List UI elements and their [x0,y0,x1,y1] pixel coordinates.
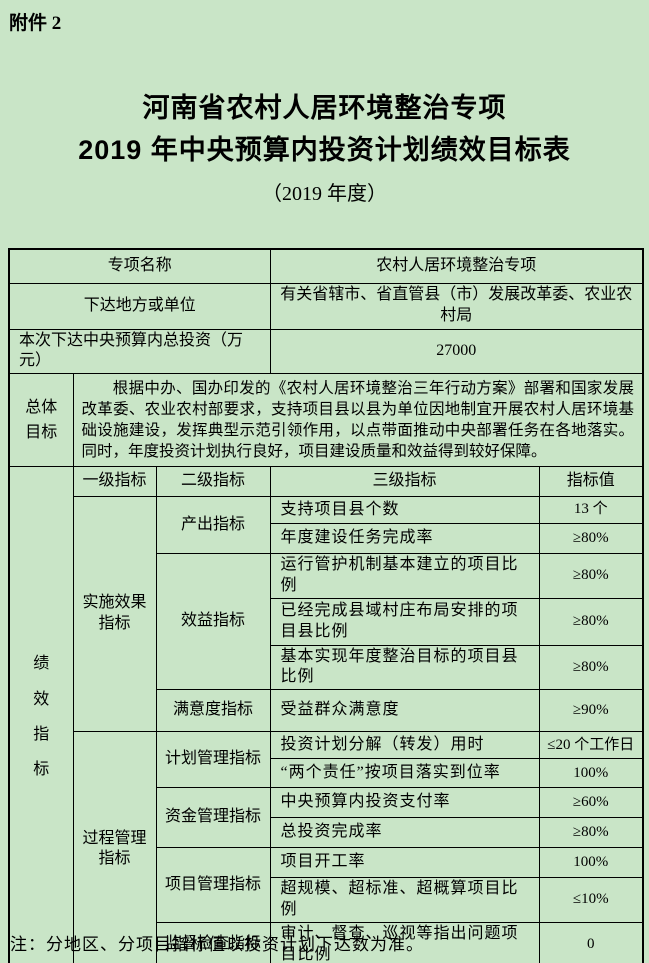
indicator-cell: 年度建设任务完成率 [269,523,540,555]
performance-target-table: 专项名称 农村人居环境整治专项 下达地方或单位 有关省辖市、省直管县（市）发展改… [8,248,645,963]
footnote: 注：分地区、分项目指标值以投资计划下达数为准。 [10,935,424,954]
table-row: 项目管理指标 项目开工率 100% [9,847,644,923]
investment-label: 本次下达中央预算内总投资（万元） [8,328,271,375]
subgroup-name: 效益指标 [155,553,271,691]
overall-goal-text: 根据中办、国办印发的《农村人居环境整治三年行动方案》部署和国家发展改革委、农业农… [72,373,644,468]
header-level3: 三级指标 [269,466,540,498]
project-name-label: 专项名称 [8,248,271,284]
value-cell: ≥80% [538,523,644,555]
value-cell: 0 [538,921,644,963]
table-row: 本次下达中央预算内总投资（万元） 27000 [8,328,644,375]
doc-subtitle: （2019 年度） [262,183,387,205]
table-row: 总投资完成率 ≥80% [9,817,644,849]
value-cell: ≤20 个工作日 [538,731,644,760]
indicator-cell: 运行管护机制基本建立的项目比例 [269,553,540,599]
value-cell: ≥90% [538,689,644,733]
indicator-cell: 支持项目县个数 [269,496,540,525]
investment-value: 27000 [269,328,644,375]
value-cell: ≥80% [538,553,644,599]
subgroup-name: 计划管理指标 [155,731,271,789]
table-row: 基本实现年度整治目标的项目县比例 ≥80% [9,644,644,691]
table-row: 绩效指标 一级指标 二级指标 三级指标 指标值 [8,466,644,963]
table-row: 下达地方或单位 有关省辖市、省直管县（市）发展改革委、农业农村局 [8,282,644,330]
indicator-cell: 受益群众满意度 [269,689,540,733]
project-name-value: 农村人居环境整治专项 [269,248,644,284]
subgroup-name: 产出指标 [155,496,271,555]
indicator-cell: 基本实现年度整治目标的项目县比例 [269,644,540,691]
value-cell: ≥80% [538,817,644,849]
indicator-cell: 项目开工率 [269,847,540,879]
performance-section-label: 绩效指标 [33,655,50,778]
table-row: 满意度指标 受益群众满意度 ≥90% [9,689,644,733]
subgroup-name: 满意度指标 [155,689,271,733]
value-cell: 13 个 [538,496,644,525]
value-cell: ≥80% [538,644,644,691]
table-row: 总体目标 根据中办、国办印发的《农村人居环境整治三年行动方案》部署和国家发展改革… [8,373,644,468]
table-row: “两个责任”按项目落实到位率 100% [9,758,644,789]
header-level1: 一级指标 [72,466,157,498]
indicator-cell: 超规模、超标准、超概算项目比例 [269,877,540,923]
issued-to-label: 下达地方或单位 [8,282,271,330]
table-row: 专项名称 农村人居环境整治专项 [8,248,644,284]
header-value: 指标值 [538,466,644,498]
issued-to-value: 有关省辖市、省直管县（市）发展改革委、农业农村局 [269,282,644,330]
table-row: 年度建设任务完成率 ≥80% [9,523,644,555]
indicator-cell: 投资计划分解（转发）用时 [269,731,540,760]
table-row: 已经完成县域村庄布局安排的项目县比例 ≥80% [9,597,644,646]
value-cell: 100% [538,847,644,879]
value-cell: ≤10% [538,877,644,923]
group-name: 过程管理指标 [72,731,157,963]
subgroup-name: 资金管理指标 [155,787,271,849]
table-row: 监督检查指标 审计、督查、巡视等指出问题项目比例 0 [9,921,644,963]
indicator-cell: “两个责任”按项目落实到位率 [269,758,540,789]
table-row: 过程管理指标 计划管理指标 投资计划分解（转发）用时 ≤20 个工作日 [9,731,644,963]
doc-title-line2: 2019 年中央预算内投资计划绩效目标表 [78,135,571,165]
subgroup-name: 项目管理指标 [155,847,271,923]
indicator-cell: 审计、督查、巡视等指出问题项目比例 [269,921,540,963]
overall-goal-label: 总体目标 [25,398,58,442]
overall-goal-paragraph: 根据中办、国办印发的《农村人居环境整治三年行动方案》部署和国家发展改革委、农业农… [81,380,635,461]
table-row: 实施效果指标 产出指标 支持项目县个数 13 个 [9,496,644,733]
value-cell: ≥60% [538,787,644,819]
table-row: 资金管理指标 中央预算内投资支付率 ≥60% [9,787,644,849]
group-name: 实施效果指标 [72,496,157,733]
indicator-cell: 总投资完成率 [269,817,540,849]
value-cell: ≥80% [538,597,644,646]
header-level2: 二级指标 [155,466,271,498]
attachment-label: 附件 2 [9,13,62,34]
subgroup-name: 监督检查指标 [155,921,271,963]
doc-title-line1: 河南省农村人居环境整治专项 [142,93,507,123]
indicator-cell: 已经完成县域村庄布局安排的项目县比例 [269,597,540,646]
value-cell: 100% [538,758,644,789]
performance-section-cell: 绩效指标 [8,466,74,963]
table-row: 效益指标 运行管护机制基本建立的项目比例 ≥80% [9,553,644,691]
indicator-cell: 中央预算内投资支付率 [269,787,540,819]
overall-goal-label-cell: 总体目标 [8,373,74,468]
